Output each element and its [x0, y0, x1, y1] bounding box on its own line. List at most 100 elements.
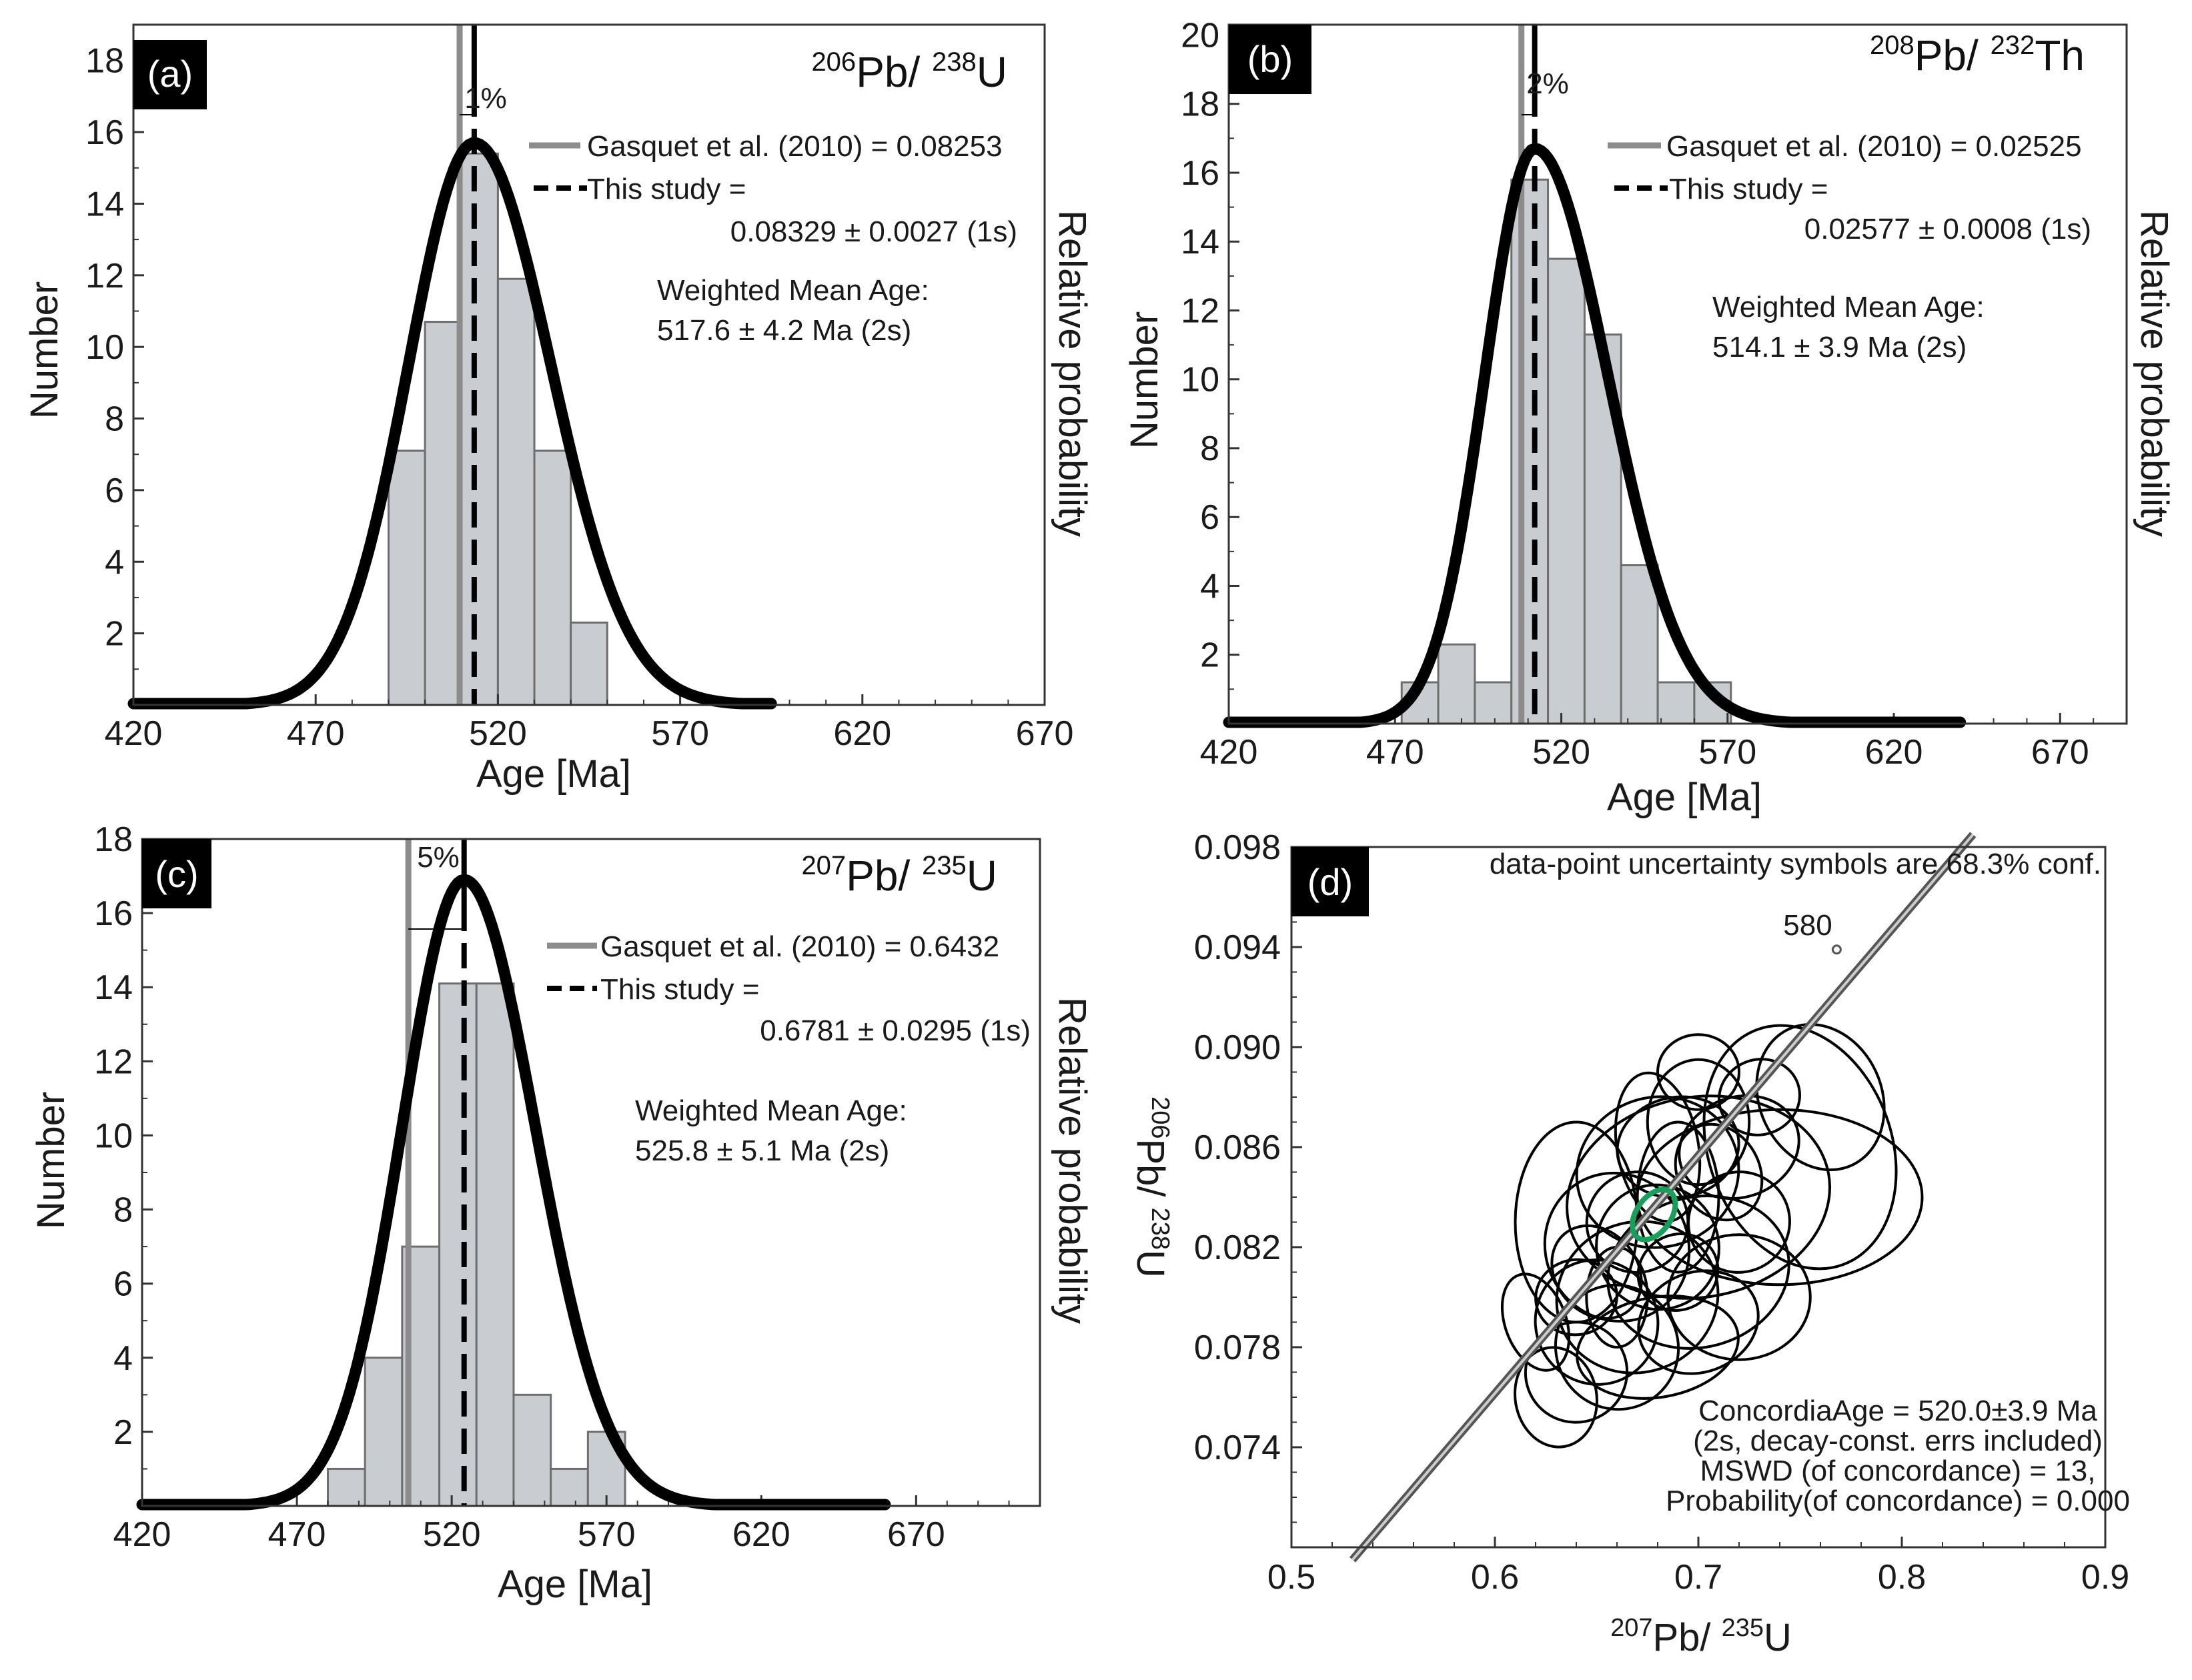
- y-axis-label: Number: [29, 1092, 73, 1229]
- x-tick-label: 420: [105, 714, 163, 753]
- legend-study-label: This study =: [1669, 173, 1828, 205]
- histogram-bar: [387, 450, 426, 706]
- panel-a: 420 470 520 570 620 670 2 4 6 8 10 12 14 16 18 (a) 20…: [23, 23, 1094, 796]
- y-tick-label: 6: [105, 472, 124, 510]
- concordia-age-ellipse: [1630, 1186, 1678, 1242]
- x-tick-label: 0.5: [1267, 1558, 1315, 1597]
- isotope-ratio-title: 208Pb/ 232Th: [1870, 31, 2085, 79]
- wm-title: Weighted Mean Age:: [1712, 291, 1985, 323]
- y-tick-label: 0.098: [1194, 828, 1281, 867]
- histogram-bar: [550, 1467, 589, 1507]
- y-tick-label: 4: [105, 543, 124, 582]
- wm-value: 517.6 ± 4.2 Ma (2s): [657, 314, 911, 347]
- histogram-bar: [475, 982, 515, 1507]
- x-tick-label: 570: [1698, 733, 1756, 772]
- concordia-marker-dot: [1831, 944, 1842, 955]
- uncertainty-note: data-point uncertainty symbols are 68.3%…: [1490, 848, 2101, 880]
- panel-tag: (b): [1247, 38, 1293, 80]
- histogram-bar: [512, 1393, 552, 1507]
- y-tick-label: 2: [105, 615, 124, 654]
- concordia-result-line-2: (2s, decay-const. errs included): [1693, 1425, 2103, 1457]
- y-tick-label: 12: [85, 257, 124, 295]
- wm-title: Weighted Mean Age:: [657, 274, 929, 307]
- y-tick-label: 4: [1200, 567, 1219, 606]
- y-tick-label: 8: [113, 1191, 133, 1230]
- legend-study-value: 0.08329 ± 0.0027 (1s): [730, 215, 1017, 248]
- histogram-bar: [570, 622, 608, 706]
- x-tick-label: 670: [1016, 714, 1074, 753]
- histogram-bar: [533, 450, 572, 706]
- y-tick-label: 10: [1181, 361, 1219, 399]
- y-tick-label: 12: [94, 1042, 133, 1081]
- x-tick-label: 420: [113, 1515, 171, 1554]
- x-tick-labels: 420 470 520 570 620 670: [1200, 733, 2089, 772]
- uncertainty-ellipse: [1575, 1095, 1740, 1249]
- x-tick-label: 420: [1200, 733, 1258, 772]
- x-tick-label: 570: [651, 714, 709, 753]
- x-tick-label: 620: [732, 1515, 790, 1554]
- histogram-bar: [1656, 681, 1696, 725]
- plot-frame: [141, 838, 1041, 1507]
- uncertainty-ellipse: [1636, 1120, 1720, 1274]
- y-tick-label: 14: [1181, 223, 1219, 261]
- histogram-bar: [496, 277, 536, 706]
- x-tick-label: 670: [2031, 733, 2089, 772]
- y-tick-label: 8: [1200, 430, 1219, 468]
- y-tick-label: 14: [85, 185, 124, 223]
- uncertainty-ellipse: [1636, 1232, 1720, 1312]
- legend-study-label: This study =: [600, 973, 759, 1006]
- probability-curve: [127, 137, 777, 710]
- x-tick-label: 520: [423, 1515, 481, 1554]
- panel-tag-bg: [142, 839, 211, 908]
- plot-frame: [132, 23, 1046, 706]
- y-tick-label: 10: [94, 1116, 133, 1155]
- y2-axis-label: Relative probability: [1051, 997, 1094, 1324]
- uncertainty-ellipse: [1678, 1094, 1800, 1200]
- y-ticks: [1229, 33, 1239, 690]
- concordia-result-line-4: Probability(of concordance) = 0.000: [1666, 1485, 2130, 1517]
- x-axis-label: Age [Ma]: [498, 1563, 652, 1606]
- x-tick-labels: 0.5 0.6 0.7 0.8 0.9: [1267, 1558, 2129, 1597]
- y-tick-label: 6: [1200, 498, 1219, 537]
- wm-value: 525.8 ± 5.1 Ma (2s): [635, 1134, 889, 1167]
- y-tick-label: 12: [1181, 291, 1219, 330]
- y-tick-label: 6: [113, 1265, 133, 1304]
- x-tick-label: 620: [1865, 733, 1923, 772]
- y-tick-label: 10: [85, 328, 124, 367]
- histogram-bar: [1437, 643, 1476, 725]
- uncertainty-ellipse: [1534, 1258, 1618, 1337]
- concordia-age-marker: 580: [1783, 909, 1832, 942]
- y2-axis-label: Relative probability: [2133, 210, 2176, 537]
- x-tick-labels: 420 470 520 570 620 670: [105, 714, 1074, 753]
- y-ticks: [142, 838, 153, 1470]
- y-tick-label: 2: [1200, 636, 1219, 675]
- histogram-bars: [387, 152, 608, 706]
- x-tick-label: 670: [887, 1515, 945, 1554]
- concordia-result-line-1: ConcordiaAge = 520.0±3.9 Ma: [1698, 1395, 2097, 1427]
- uncertainty-ellipse: [1514, 1346, 1598, 1449]
- y-ticks: [1291, 846, 1302, 1548]
- wm-title: Weighted Mean Age:: [635, 1094, 907, 1127]
- x-axis-label: Age [Ma]: [1607, 776, 1762, 819]
- offset-label: 2%: [1526, 67, 1569, 100]
- y-tick-label: 0.074: [1194, 1429, 1281, 1467]
- uncertainty-ellipse: [1606, 1194, 1790, 1350]
- histogram-bar: [1620, 564, 1659, 725]
- x-axis-label: 207Pb/ 235U: [1610, 1614, 1792, 1659]
- panel-tag-bg: [1291, 847, 1369, 916]
- y-tick-label: 0.094: [1194, 928, 1281, 967]
- legend-ref-label: Gasquet et al. (2010) = 0.6432: [600, 930, 999, 963]
- uncertainty-ellipses: [1500, 1022, 1924, 1449]
- uncertainty-ellipse: [1718, 1058, 1801, 1136]
- wm-value: 514.1 ± 3.9 Ma (2s): [1712, 331, 1967, 363]
- offset-label: 5%: [417, 841, 460, 874]
- y-tick-label: 18: [85, 42, 124, 81]
- y-tick-label: 16: [1181, 154, 1219, 193]
- x-tick-label: 620: [833, 714, 891, 753]
- x-tick-label: 470: [268, 1515, 326, 1554]
- histogram-bar: [326, 1467, 366, 1507]
- y-tick-label: 0.086: [1194, 1128, 1281, 1167]
- y-tick-label: 16: [94, 894, 133, 933]
- uncertainty-ellipse: [1656, 1033, 1740, 1111]
- panel-tag-bg: [133, 40, 207, 109]
